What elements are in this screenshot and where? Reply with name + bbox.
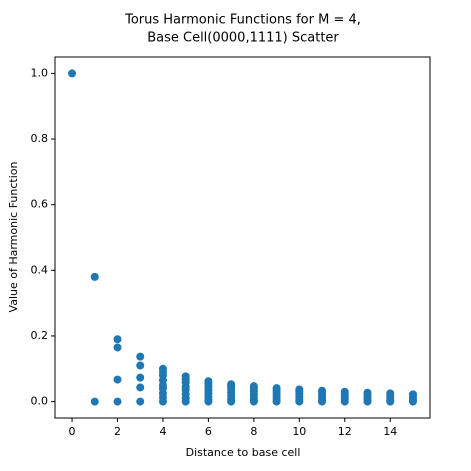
x-tick-label: 14 [383, 425, 397, 438]
y-axis-label: Value of Harmonic Function [7, 161, 20, 312]
scatter-point [318, 397, 327, 406]
y-tick-label: 0.8 [31, 132, 49, 145]
x-tick-label: 4 [159, 425, 166, 438]
scatter-point [68, 69, 77, 78]
scatter-point [113, 335, 122, 344]
y-tick-label: 1.0 [31, 66, 49, 79]
scatter-point [227, 397, 236, 406]
scatter-point [408, 397, 417, 406]
x-tick-label: 12 [338, 425, 352, 438]
scatter-point [136, 383, 145, 392]
scatter-point [90, 397, 99, 406]
y-tick-label: 0.0 [31, 395, 49, 408]
scatter-point [158, 397, 167, 406]
scatter-point [295, 397, 304, 406]
scatter-point [136, 352, 145, 361]
plot-frame [54, 56, 431, 419]
y-tick-label: 0.6 [31, 198, 49, 211]
x-tick-label: 8 [250, 425, 257, 438]
x-tick-label: 0 [69, 425, 76, 438]
chart-title: Torus Harmonic Functions for M = 4, [124, 13, 361, 28]
scatter-point [363, 397, 372, 406]
scatter-point [272, 397, 281, 406]
x-tick-label: 6 [205, 425, 212, 438]
chart-title: Base Cell(0000,1111) Scatter [147, 31, 339, 46]
scatter-point [204, 397, 213, 406]
scatter-point [113, 397, 122, 406]
scatter-point [113, 375, 122, 384]
x-tick-label: 2 [114, 425, 121, 438]
scatter-point [136, 397, 145, 406]
scatter-point [136, 373, 145, 382]
scatter-point [113, 343, 122, 352]
y-tick-label: 0.4 [31, 263, 49, 276]
scatter-point [90, 272, 99, 281]
scatter-point [386, 397, 395, 406]
y-tick-label: 0.2 [31, 329, 49, 342]
scatter-point [136, 361, 145, 370]
scatter-point [340, 397, 349, 406]
scatter-point [249, 397, 258, 406]
scatter-point [181, 397, 190, 406]
x-axis-label: Distance to base cell [186, 446, 301, 459]
x-tick-label: 10 [292, 425, 306, 438]
